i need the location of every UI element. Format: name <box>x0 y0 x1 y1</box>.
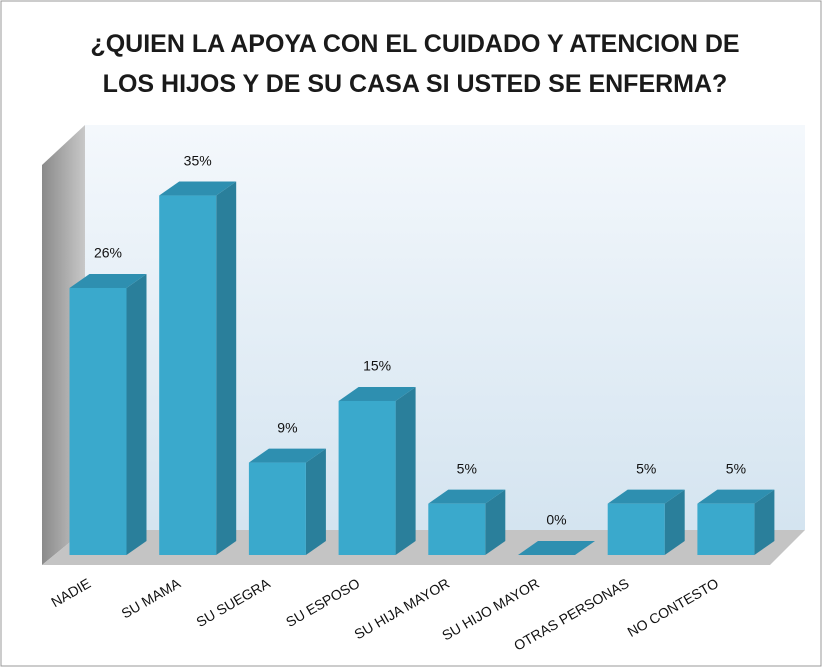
bar-side <box>664 489 685 555</box>
bar <box>338 400 396 555</box>
bar <box>428 503 486 555</box>
bar <box>607 503 665 555</box>
bar <box>697 503 755 555</box>
value-label: 5% <box>726 460 746 476</box>
bar-side <box>216 181 237 556</box>
bar-side <box>485 489 506 555</box>
value-label: 0% <box>546 512 566 528</box>
bar-side <box>126 273 147 555</box>
bar-top <box>159 181 237 196</box>
bar-top <box>428 489 506 504</box>
x-tick-label: SU MAMA <box>118 575 183 622</box>
bar-top <box>697 489 775 504</box>
floor <box>42 530 805 565</box>
x-tick-label: SU ESPOSO <box>283 575 363 630</box>
bar <box>248 462 306 555</box>
bar-top <box>607 489 685 504</box>
bar-top <box>248 448 326 463</box>
bar-top <box>518 541 595 555</box>
x-tick-label: SU HIJA MAYOR <box>351 575 452 642</box>
bar-top <box>338 386 416 401</box>
bar-top <box>69 273 147 288</box>
value-label: 35% <box>184 152 212 168</box>
value-label: 26% <box>94 245 122 261</box>
bar-side <box>754 489 775 555</box>
value-label: 9% <box>277 419 297 435</box>
value-label: 5% <box>636 460 656 476</box>
value-label: 5% <box>457 460 477 476</box>
value-label: 15% <box>363 358 391 374</box>
chart-title: ¿QUIEN LA APOYA CON EL CUIDADO Y ATENCIO… <box>90 30 740 98</box>
bar <box>69 287 127 555</box>
x-tick-label: NADIE <box>48 575 93 610</box>
bar-side <box>305 448 326 555</box>
bar <box>159 195 217 556</box>
bar-side <box>395 386 416 555</box>
x-tick-label: NO CONTESTO <box>625 575 722 640</box>
x-tick-label: SU SUEGRA <box>193 575 273 630</box>
back-wall <box>85 125 805 530</box>
